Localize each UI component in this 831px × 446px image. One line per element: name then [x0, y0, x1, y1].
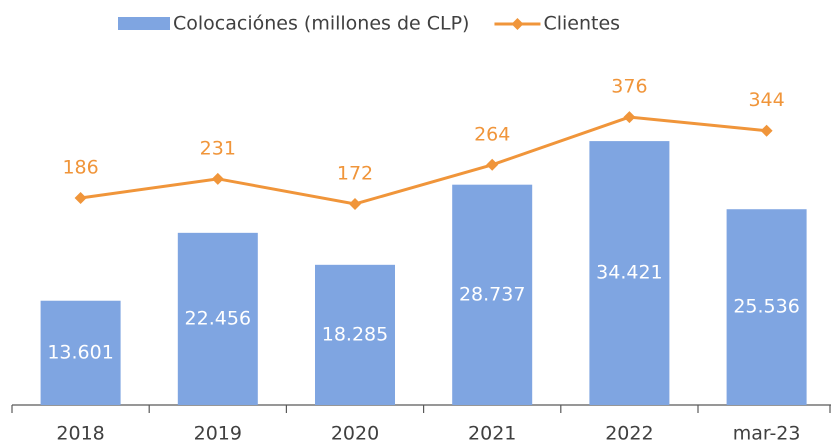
bar-label: 28.737: [459, 283, 525, 305]
legend-label: Clientes: [543, 13, 620, 35]
legend-marker: [511, 18, 524, 30]
bar-label: 22.456: [185, 307, 251, 329]
point-label: 172: [337, 162, 373, 184]
line: [80, 115, 767, 206]
marker: [349, 197, 361, 210]
point-label: 376: [611, 76, 647, 98]
bar: [315, 264, 395, 405]
x-tick-label: 2021: [468, 423, 516, 445]
legend-swatch: [118, 17, 170, 30]
bar: [177, 232, 258, 405]
point-label: 344: [748, 89, 784, 111]
marker: [486, 158, 499, 171]
x-tick-label: mar-23: [733, 423, 801, 445]
bar-label: 34.421: [596, 262, 662, 284]
bar-label: 13.601: [47, 341, 113, 363]
bar: [452, 184, 533, 405]
x-tick-label: 2019: [194, 423, 242, 445]
point-label: 186: [62, 157, 98, 179]
bar: [589, 141, 670, 406]
bar: [40, 300, 121, 405]
bar-label: 18.285: [322, 323, 388, 345]
marker: [623, 111, 636, 124]
x-tick-label: 2018: [56, 423, 104, 445]
x-tick-label: 2022: [605, 423, 653, 445]
marker: [211, 172, 224, 185]
bar: [726, 209, 807, 405]
point-label: 231: [200, 137, 236, 159]
x-tick-label: 2020: [331, 423, 379, 445]
marker: [760, 124, 773, 137]
point-label: 264: [474, 123, 510, 145]
bar-label: 25.536: [733, 296, 799, 318]
legend-label: Colocaciónes (millones de CLP): [173, 13, 469, 35]
marker: [74, 192, 87, 204]
